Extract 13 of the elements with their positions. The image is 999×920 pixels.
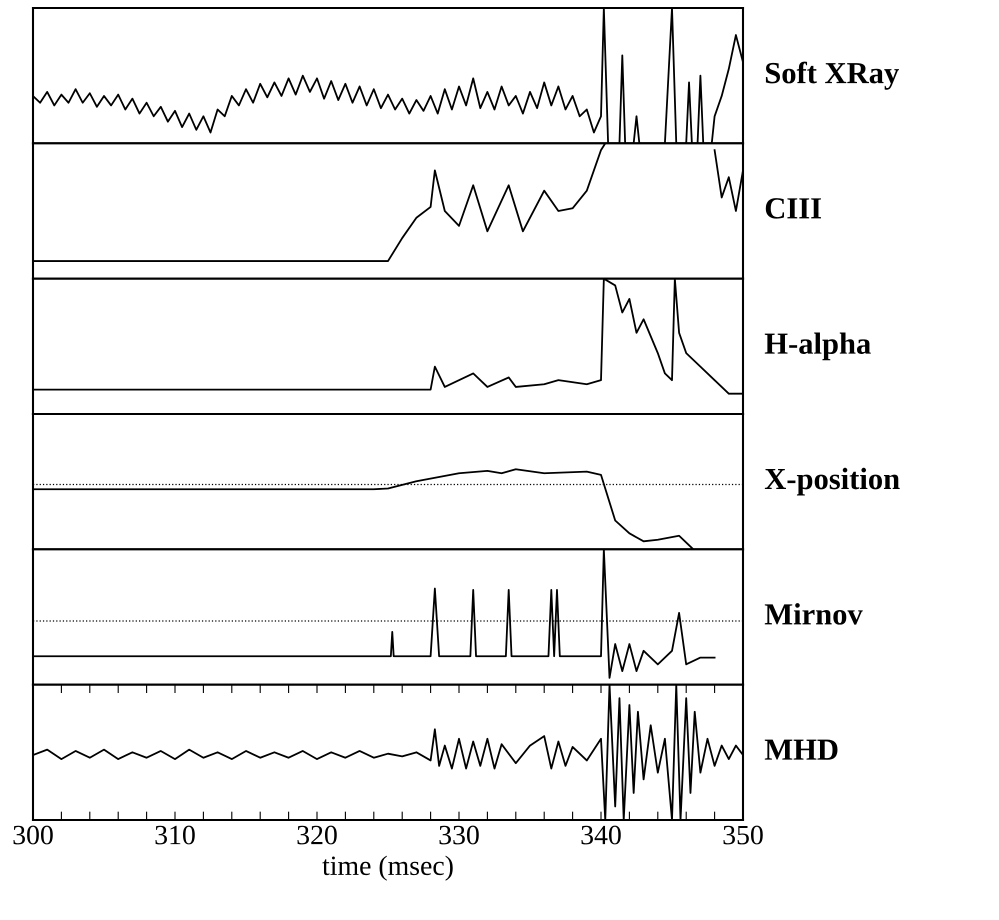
- y-axis-title: H-alpha: [764, 332, 871, 360]
- x-tick-label: 330: [439, 826, 479, 844]
- y-axis-title: X-position: [764, 468, 900, 496]
- x-tick-label: 310: [155, 826, 195, 844]
- x-tick-label: 320: [297, 826, 337, 844]
- y-axis-title: CIII: [766, 198, 822, 219]
- x-tick-label: 350: [723, 826, 763, 844]
- y-axis-title: Soft XRay: [766, 62, 899, 90]
- x-axis-title: time (msec): [322, 856, 453, 881]
- y-axis-title: Mirnov: [764, 603, 863, 625]
- x-tick-label: 300: [13, 826, 53, 844]
- x-tick-label: 340: [581, 826, 621, 844]
- y-axis-title: MHD: [764, 740, 838, 760]
